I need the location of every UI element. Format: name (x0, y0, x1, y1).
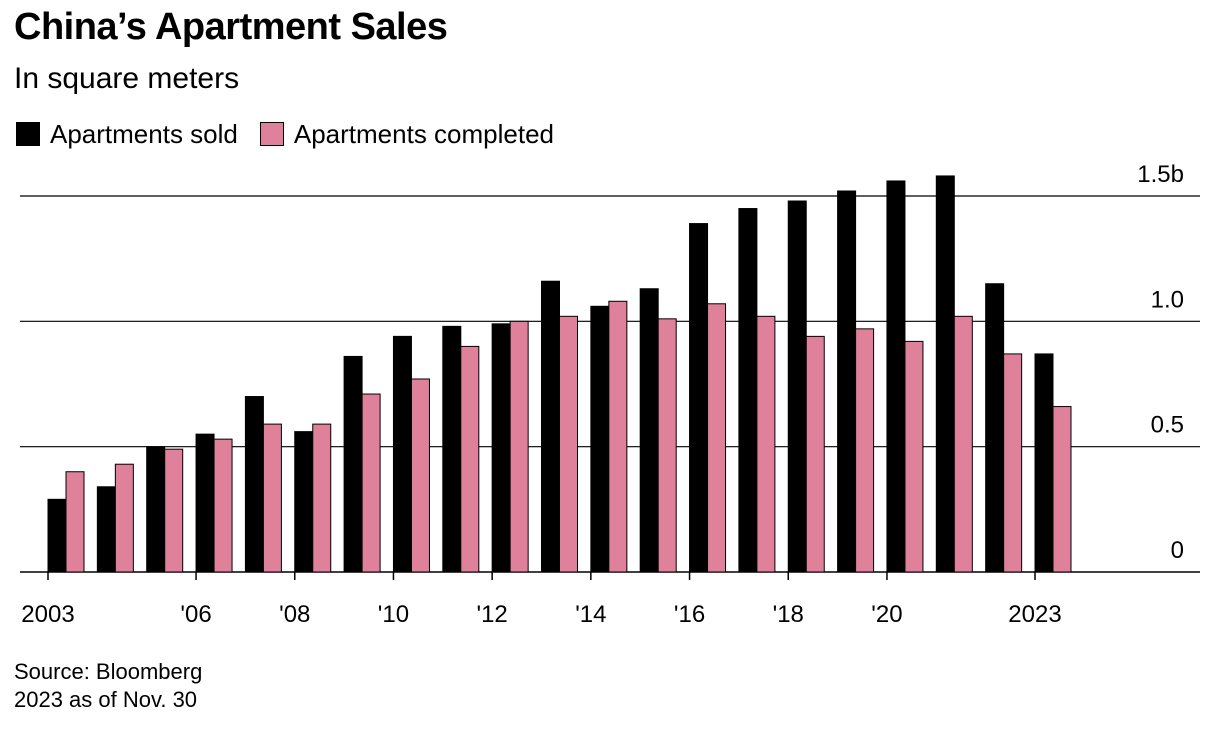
bar-sold (886, 180, 906, 573)
bar-completed (213, 438, 233, 573)
bar-sold (195, 433, 215, 573)
bar-completed (855, 328, 875, 573)
bar-sold (442, 325, 462, 573)
x-tick-label: 2023 (1008, 601, 1061, 628)
bar-completed (904, 340, 924, 573)
bar-completed (114, 463, 134, 573)
bar-sold (985, 283, 1005, 573)
bar-sold (343, 355, 363, 573)
legend-label-sold: Apartments sold (50, 118, 238, 149)
legend: Apartments sold Apartments completed (16, 118, 576, 150)
x-tick-label: '18 (773, 601, 804, 628)
bar-sold (146, 446, 166, 573)
source-line: Source: Bloomberg (14, 659, 203, 684)
x-tick-label: '16 (674, 601, 705, 628)
chart-subtitle: In square meters (14, 62, 240, 95)
y-tick-label: 1.0 (1151, 286, 1184, 313)
legend-item-completed: Apartments completed (259, 118, 555, 150)
bar-sold (689, 223, 709, 573)
x-tick-label: '08 (279, 601, 310, 628)
bar-sold (935, 175, 955, 573)
bar-sold (738, 208, 758, 573)
bar-sold (294, 431, 314, 573)
legend-swatch-completed (259, 122, 284, 146)
bar-completed (707, 303, 727, 573)
bar-completed (1052, 406, 1072, 573)
bar-sold (96, 486, 116, 573)
x-tick-label: '06 (180, 601, 211, 628)
bar-completed (164, 448, 184, 573)
x-tick-label: '10 (378, 601, 409, 628)
bar-sold (392, 335, 412, 573)
bar-sold (590, 305, 610, 573)
x-tick-label: '12 (477, 601, 508, 628)
bar-sold (47, 498, 67, 573)
bar-completed (608, 300, 628, 573)
bar-completed (953, 315, 973, 573)
bar-completed (756, 315, 776, 573)
legend-swatch-sold (16, 122, 40, 146)
legend-item-sold: Apartments sold (16, 119, 238, 150)
y-tick-label: 0 (1171, 537, 1184, 564)
bar-completed (312, 423, 332, 573)
x-tick-label: 2003 (21, 601, 74, 628)
bar-completed (65, 471, 85, 573)
y-tick-label: 1.5b (1137, 161, 1184, 188)
bar-completed (805, 335, 825, 573)
bar-completed (262, 423, 282, 573)
x-tick-label: '14 (575, 601, 606, 628)
source-note: Source: Bloomberg 2023 as of Nov. 30 (14, 658, 202, 714)
bar-sold (837, 190, 857, 573)
bar-completed (1003, 353, 1023, 573)
bar-chart: 0 0.5 1.0 1.5b 2003 '06 '08 '10 '12 '14 '16 '18 '20 2… (20, 161, 1200, 628)
bar-completed (509, 320, 529, 573)
bar-sold (244, 396, 264, 573)
bar-sold (541, 280, 560, 573)
bar-completed (410, 378, 430, 573)
x-tick-label: '20 (871, 601, 902, 628)
bar-sold (787, 200, 807, 573)
y-tick-label: 0.5 (1151, 412, 1184, 439)
bar-sold (1034, 353, 1054, 573)
chart-title: China’s Apartment Sales (14, 6, 448, 48)
legend-label-completed: Apartments completed (293, 118, 555, 149)
bar-sold (639, 288, 659, 573)
date-note: 2023 as of Nov. 30 (14, 687, 198, 712)
bar-completed (361, 393, 381, 573)
bar-completed (657, 318, 677, 573)
bar-completed (460, 345, 480, 573)
bar-completed (559, 315, 578, 573)
bar-sold (491, 323, 511, 573)
